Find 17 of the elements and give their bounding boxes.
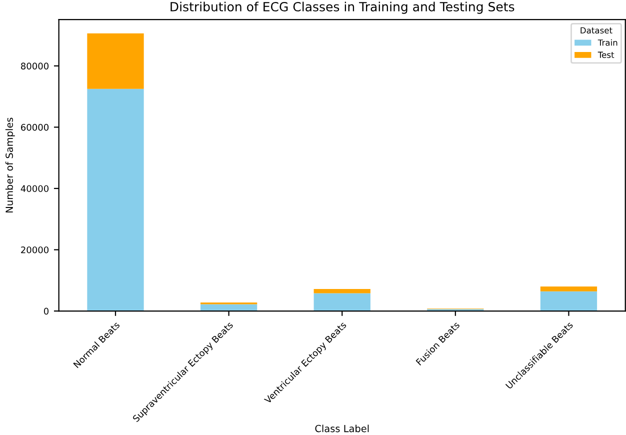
bar (314, 293, 370, 312)
legend-label: Train (598, 39, 618, 46)
y-tick-label: 0 (44, 308, 49, 315)
y-tick-label: 20000 (21, 246, 49, 254)
chart-title: Distribution of ECG Classes in Training and Testing Sets (170, 2, 514, 14)
legend-label: Test (598, 52, 614, 58)
y-tick-label: 60000 (21, 124, 49, 131)
y-tick-label: 40000 (20, 185, 49, 192)
bar (87, 88, 144, 312)
bar (314, 288, 370, 294)
y-tick-label: 80000 (21, 62, 49, 70)
bar (540, 286, 598, 292)
bar (540, 291, 598, 312)
y-axis-title: Number of Samples (5, 118, 15, 212)
legend-title: Dataset (580, 27, 612, 34)
x-axis-title: Class Label (315, 424, 369, 432)
bar (87, 33, 144, 89)
